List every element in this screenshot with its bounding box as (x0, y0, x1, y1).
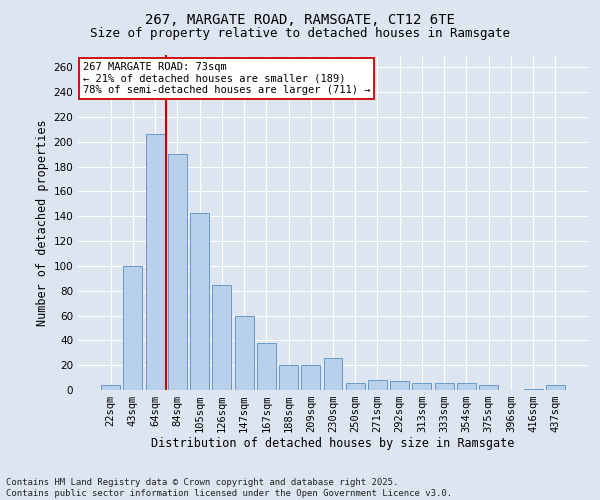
Bar (524, 389, 542, 390)
Text: Contains HM Land Registry data © Crown copyright and database right 2025.
Contai: Contains HM Land Registry data © Crown c… (6, 478, 452, 498)
Text: 267 MARGATE ROAD: 73sqm
← 21% of detached houses are smaller (189)
78% of semi-d: 267 MARGATE ROAD: 73sqm ← 21% of detache… (83, 62, 371, 95)
Bar (346, 382, 365, 390)
Bar (457, 382, 476, 390)
X-axis label: Distribution of detached houses by size in Ramsgate: Distribution of detached houses by size … (151, 436, 515, 450)
Bar (235, 316, 254, 390)
Bar (546, 385, 565, 390)
Bar (323, 358, 343, 390)
Bar (279, 365, 298, 390)
Y-axis label: Number of detached properties: Number of detached properties (36, 119, 49, 326)
Bar (124, 266, 142, 390)
Bar (479, 385, 498, 390)
Bar (190, 212, 209, 390)
Bar (257, 343, 276, 390)
Bar (412, 382, 431, 390)
Bar (101, 385, 120, 390)
Bar (168, 154, 187, 390)
Bar (368, 380, 387, 390)
Bar (435, 382, 454, 390)
Text: Size of property relative to detached houses in Ramsgate: Size of property relative to detached ho… (90, 28, 510, 40)
Bar (146, 134, 164, 390)
Text: 267, MARGATE ROAD, RAMSGATE, CT12 6TE: 267, MARGATE ROAD, RAMSGATE, CT12 6TE (145, 12, 455, 26)
Bar (212, 284, 231, 390)
Bar (301, 365, 320, 390)
Bar (390, 382, 409, 390)
